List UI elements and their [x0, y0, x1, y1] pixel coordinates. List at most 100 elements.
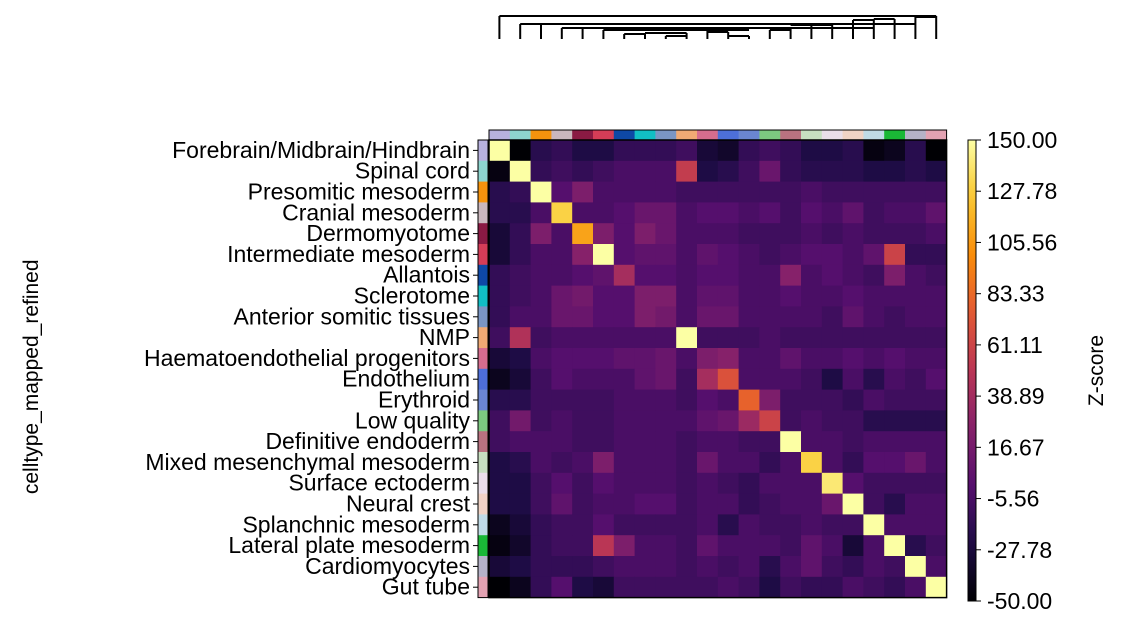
- heatmap-cell: [530, 306, 552, 328]
- heatmap-cell: [655, 368, 677, 390]
- heatmap-cell: [717, 202, 739, 224]
- heatmap-cell: [884, 181, 906, 203]
- heatmap-cell: [551, 306, 573, 328]
- heatmap-cell: [613, 160, 635, 182]
- heatmap-cell: [821, 452, 843, 474]
- heatmap-cell: [780, 535, 802, 557]
- heatmap-cell: [821, 160, 843, 182]
- heatmap-cell: [842, 140, 864, 162]
- heatmap-cell: [884, 472, 906, 494]
- heatmap-cell: [634, 472, 656, 494]
- heatmap-cell: [655, 181, 677, 203]
- heatmap-cell: [717, 472, 739, 494]
- heatmap-cell: [925, 472, 947, 494]
- heatmap-cell: [780, 556, 802, 578]
- heatmap-cell: [572, 368, 594, 390]
- heatmap-cell: [780, 431, 802, 453]
- heatmap-cell: [572, 556, 594, 578]
- heatmap-cell: [717, 140, 739, 162]
- heatmap-cell: [572, 244, 594, 266]
- heatmap-cell: [593, 348, 615, 370]
- column-group-swatch: [655, 130, 677, 140]
- heatmap-cell: [801, 223, 823, 245]
- heatmap-cell: [759, 223, 781, 245]
- heatmap-cell: [717, 264, 739, 286]
- column-group-swatch: [613, 130, 635, 140]
- heatmap-cell: [905, 223, 927, 245]
- heatmap-cell: [572, 223, 594, 245]
- heatmap-cell: [530, 535, 552, 557]
- row-label: Endothelium: [342, 366, 470, 392]
- column-group-swatch: [738, 130, 760, 140]
- heatmap-cell: [801, 410, 823, 432]
- heatmap-cell: [801, 202, 823, 224]
- heatmap-cell: [489, 348, 511, 370]
- heatmap-cell: [925, 452, 947, 474]
- heatmap-cell: [530, 576, 552, 598]
- heatmap-cell: [551, 472, 573, 494]
- heatmap-cell: [884, 327, 906, 349]
- heatmap-cell: [509, 410, 531, 432]
- heatmap-cell: [925, 223, 947, 245]
- heatmap-cell: [489, 264, 511, 286]
- heatmap-cell: [613, 244, 635, 266]
- heatmap-cell: [676, 140, 698, 162]
- heatmap-cell: [613, 514, 635, 536]
- heatmap-cell: [489, 389, 511, 411]
- heatmap-cell: [759, 140, 781, 162]
- heatmap-cell: [634, 140, 656, 162]
- heatmap-cell: [593, 535, 615, 557]
- heatmap-cell: [655, 389, 677, 411]
- row-label: Anterior somitic tissues: [234, 303, 470, 329]
- heatmap-cell: [884, 223, 906, 245]
- column-group-swatch: [884, 130, 906, 140]
- heatmap-cell: [801, 264, 823, 286]
- heatmap-cell: [717, 389, 739, 411]
- heatmap-cell: [509, 389, 531, 411]
- heatmap-cell: [676, 306, 698, 328]
- row-group-swatch: [478, 452, 488, 474]
- heatmap-cell: [925, 327, 947, 349]
- row-label: Gut tube: [382, 574, 470, 600]
- heatmap-cell: [884, 576, 906, 598]
- heatmap-cell: [905, 244, 927, 266]
- heatmap-cell: [780, 576, 802, 598]
- heatmap-cell: [821, 202, 843, 224]
- heatmap-cell: [509, 140, 531, 162]
- heatmap-cell: [613, 306, 635, 328]
- heatmap-cell: [613, 264, 635, 286]
- heatmap-cell: [738, 576, 760, 598]
- heatmap-cell: [759, 244, 781, 266]
- heatmap-cell: [738, 535, 760, 557]
- colorbar-label: Z-score: [1085, 335, 1108, 406]
- heatmap-cell: [738, 514, 760, 536]
- heatmap-cell: [801, 244, 823, 266]
- heatmap-cell: [593, 181, 615, 203]
- heatmap-cell: [655, 452, 677, 474]
- row-group-swatch: [478, 493, 488, 515]
- heatmap-cell: [925, 556, 947, 578]
- column-group-swatch: [863, 130, 885, 140]
- heatmap-cell: [697, 306, 719, 328]
- heatmap-cell: [676, 556, 698, 578]
- heatmap-cell: [738, 368, 760, 390]
- heatmap-cell: [884, 493, 906, 515]
- heatmap-cell: [551, 576, 573, 598]
- heatmap-cell: [925, 493, 947, 515]
- heatmap-cell: [572, 264, 594, 286]
- heatmap-cell: [905, 348, 927, 370]
- heatmap-cell: [676, 535, 698, 557]
- heatmap-cell: [884, 348, 906, 370]
- heatmap-cell: [655, 410, 677, 432]
- heatmap-cell: [634, 389, 656, 411]
- row-group-swatch: [478, 556, 488, 578]
- heatmap-cell: [842, 389, 864, 411]
- row-group-swatch: [478, 264, 488, 286]
- heatmap-cell: [697, 493, 719, 515]
- heatmap-cell: [593, 327, 615, 349]
- heatmap-cell: [842, 472, 864, 494]
- heatmap-cell: [593, 140, 615, 162]
- heatmap-cell: [905, 181, 927, 203]
- heatmap-cell: [676, 348, 698, 370]
- heatmap-cell: [863, 472, 885, 494]
